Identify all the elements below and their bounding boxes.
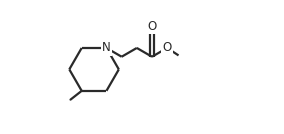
Text: O: O [162, 41, 172, 54]
Text: O: O [147, 20, 156, 33]
Text: N: N [102, 41, 111, 54]
